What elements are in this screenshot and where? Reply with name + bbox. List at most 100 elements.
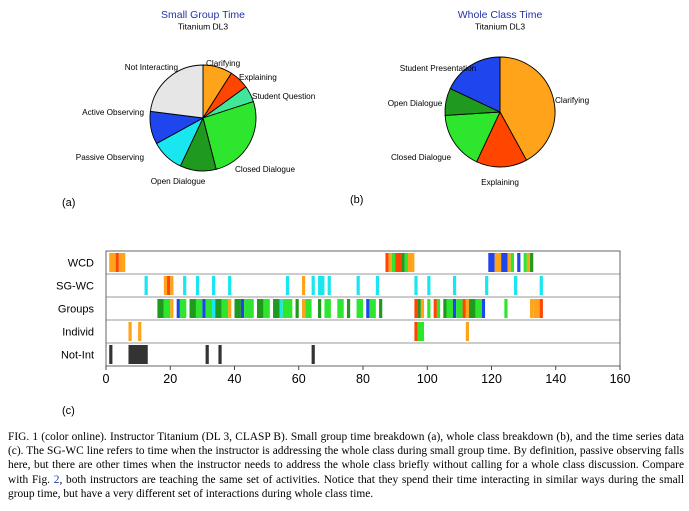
timeline-segment-groups	[263, 299, 270, 318]
pie-label-open-dialogue: Open Dialogue	[151, 177, 206, 186]
timeline-segment-groups	[475, 299, 482, 318]
timeline-segment-sg-wc	[228, 276, 232, 295]
timeline-segment-wcd	[494, 253, 502, 272]
timeline-segment-sg-wc	[301, 276, 306, 295]
timeline-segment-sg-wc	[485, 276, 489, 295]
timeline-segment-groups	[346, 299, 351, 318]
figure-caption: FIG. 1 (color online). Instructor Titani…	[8, 430, 684, 501]
timeline-segment-sg-wc	[539, 276, 543, 295]
timeline-segment-sg-wc	[318, 276, 325, 295]
timeline-segment-groups	[379, 299, 383, 318]
timeline-chart: WCD SG-WC Groups Individ Not-Int 0 20 40 60 80 100…	[56, 250, 631, 386]
timeline-segment-groups	[417, 299, 421, 318]
timeline-segment-sg-wc	[427, 276, 431, 295]
timeline-segment-sg-wc	[285, 276, 290, 295]
pie-label-closed-dialogue: Closed Dialogue	[391, 153, 452, 162]
timeline-segment-groups	[462, 299, 466, 318]
timeline-segment-sg-wc	[144, 276, 148, 295]
timeline-segment-groups	[240, 299, 245, 318]
timeline-segment-groups	[481, 299, 486, 318]
pie-b-panel-label: (b)	[350, 194, 363, 206]
pie-label-clarifying: Clarifying	[555, 96, 590, 105]
timeline-segment-groups	[157, 299, 164, 318]
timeline-segment-sg-wc	[375, 276, 380, 295]
x-tick-label: 140	[545, 372, 566, 386]
pie-slice-student-presentation	[449, 56, 501, 113]
timeline-segment-groups	[205, 299, 213, 318]
timeline-segment-wcd	[118, 253, 126, 272]
x-tick-label: 40	[228, 372, 242, 386]
timeline-segment-sg-wc	[195, 276, 200, 295]
pie-label-closed-dialogue: Closed Dialogue	[235, 165, 296, 174]
timeline-segment-groups	[195, 299, 203, 318]
caption-part-1: FIG. 1 (color online). Instructor Titani…	[8, 431, 684, 486]
x-tick-label: 160	[610, 372, 631, 386]
x-tick-label: 0	[103, 372, 110, 386]
timeline-segment-groups	[504, 299, 508, 318]
timeline-segment-groups	[530, 299, 534, 318]
timeline-segment-groups	[469, 299, 476, 318]
timeline-segment-wcd	[530, 253, 534, 272]
timeline-segment-sg-wc	[513, 276, 518, 295]
figure-reference-link[interactable]: 2	[53, 473, 60, 486]
pie-label-open-dialogue: Open Dialogue	[388, 99, 443, 108]
timeline-segment-groups	[305, 299, 312, 318]
pie-slice-closed-dialogue	[444, 111, 501, 163]
timeline-segment-groups	[163, 299, 171, 318]
timeline-segment-not-int	[109, 345, 113, 364]
timeline-segment-not-int	[218, 345, 222, 364]
pie-b-title: Whole Class Time	[458, 9, 543, 21]
pie-slice-explaining	[475, 111, 528, 168]
timeline-segment-sg-wc	[212, 276, 216, 295]
timeline-segment-wcd	[510, 253, 514, 272]
timeline-segment-groups	[456, 299, 463, 318]
pie-label-active-observing: Active Observing	[82, 108, 144, 117]
timeline-segment-individ	[128, 322, 132, 341]
timeline-segment-sg-wc	[414, 276, 418, 295]
timeline-segment-groups	[256, 299, 264, 318]
timeline-segment-groups	[324, 299, 331, 318]
x-tick-label: 80	[356, 372, 370, 386]
timeline-segment-groups	[295, 299, 299, 318]
timeline-segment-individ	[417, 322, 425, 341]
timeline-segment-not-int	[205, 345, 209, 364]
pie-label-passive-observing: Passive Observing	[76, 153, 145, 162]
timeline-segment-wcd	[488, 253, 495, 272]
timeline-segment-individ	[414, 322, 418, 341]
pie-chart-b: Clarifying Explaining Closed Dialogue Open …	[388, 56, 590, 187]
row-label-groups: Groups	[58, 304, 95, 316]
pie-label-student-question: Student Question	[252, 92, 316, 101]
timeline-segment-individ	[138, 322, 142, 341]
row-label-individ: Individ	[62, 327, 94, 339]
pie-slice-clarifying	[499, 56, 556, 161]
row-label-wcd: WCD	[68, 258, 94, 270]
timeline-segment-groups	[212, 299, 216, 318]
timeline-segment-wcd	[115, 253, 119, 272]
timeline-segment-groups	[436, 299, 441, 318]
pie-chart-a: Clarifying Explaining Student Question Clos…	[76, 59, 316, 186]
pie-b-subtitle: Titanium DL3	[475, 22, 526, 32]
timeline-segment-groups	[369, 299, 376, 318]
timeline-segment-sg-wc	[311, 276, 315, 295]
timeline-segment-wcd	[385, 253, 389, 272]
timeline-segment-wcd	[404, 253, 408, 272]
timeline-segment-wcd	[517, 253, 521, 272]
timeline-segment-groups	[452, 299, 457, 318]
timeline-segment-sg-wc	[170, 276, 174, 295]
pie-a-subtitle: Titanium DL3	[178, 22, 229, 32]
timeline-segment-groups	[234, 299, 241, 318]
timeline-segment-sg-wc	[163, 276, 168, 295]
timeline-segment-groups	[189, 299, 196, 318]
timeline-segment-groups	[202, 299, 206, 318]
timeline-segment-groups	[366, 299, 370, 318]
timeline-segment-sg-wc	[452, 276, 457, 295]
timeline-segment-groups	[301, 299, 306, 318]
timeline-segment-groups	[427, 299, 431, 318]
pie-slice-not-interacting	[149, 64, 204, 119]
timeline-segment-sg-wc	[327, 276, 331, 295]
row-label-sg-wc: SG-WC	[56, 281, 94, 293]
timeline-segment-groups	[337, 299, 344, 318]
timeline-panel-label: (c)	[62, 405, 75, 417]
timeline-segment-groups	[539, 299, 543, 318]
x-tick-label: 20	[163, 372, 177, 386]
